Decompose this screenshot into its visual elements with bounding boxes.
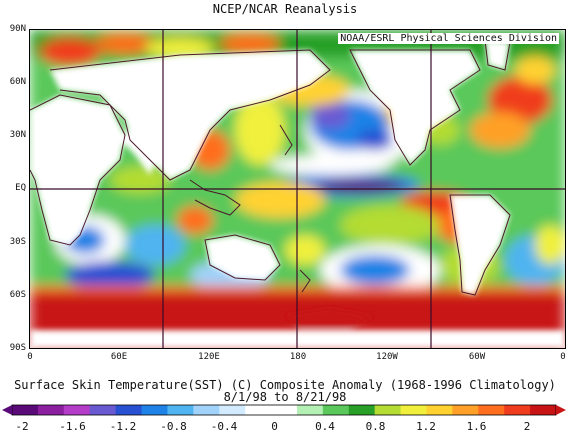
colorbar-tick-label: -0.8 bbox=[160, 420, 187, 433]
colorbar-tick-label: -1.6 bbox=[59, 420, 86, 433]
colorbar-swatch bbox=[89, 405, 117, 415]
lat-label-60n: 60N bbox=[9, 77, 26, 87]
colorbar-swatch bbox=[115, 405, 143, 415]
lon-label-120e: 120E bbox=[198, 352, 220, 362]
anomaly-map bbox=[30, 30, 565, 348]
colorbar-low-arrow bbox=[2, 405, 12, 415]
lon-label-60w: 60W bbox=[468, 352, 486, 362]
lon-label-60e: 60E bbox=[110, 352, 128, 362]
colorbar-swatch bbox=[530, 405, 557, 415]
colorbar-swatch bbox=[504, 405, 531, 415]
colorbar bbox=[2, 404, 566, 416]
caption-line-1: Surface Skin Temperature(SST) (C) Compos… bbox=[14, 378, 556, 392]
colorbar-tick-label: -0.4 bbox=[210, 420, 238, 433]
colorbar-swatch bbox=[478, 405, 505, 415]
lon-label-0-east: 0 bbox=[560, 352, 566, 362]
colorbar-swatch bbox=[348, 405, 376, 415]
lat-label-90s: 90S bbox=[9, 343, 26, 353]
lat-label-eq: EQ bbox=[15, 183, 26, 193]
colorbar-tick-label: 0.4 bbox=[315, 420, 335, 433]
caption-line-2: 8/1/98 to 8/21/98 bbox=[223, 390, 347, 404]
colorbar-tick-label: 0 bbox=[271, 420, 278, 433]
colorbar-tick-label: 0.8 bbox=[365, 420, 386, 433]
colorbar-tick-label: 1.2 bbox=[416, 420, 436, 433]
colorbar-tick-label: -2 bbox=[15, 420, 29, 433]
colorbar-swatch bbox=[452, 405, 479, 415]
colorbar-swatch bbox=[400, 405, 427, 415]
colorbar-swatch bbox=[322, 405, 350, 415]
colorbar-tick-label: 1.6 bbox=[466, 420, 487, 433]
colorbar-swatch bbox=[296, 405, 324, 415]
lon-label-0: 0 bbox=[27, 352, 33, 362]
colorbar-swatch bbox=[63, 405, 91, 415]
colorbar-swatch bbox=[374, 405, 402, 415]
lat-label-60s: 60S bbox=[9, 290, 26, 300]
colorbar-swatch bbox=[12, 405, 39, 415]
lat-label-90n: 90N bbox=[9, 24, 26, 34]
colorbar-swatch bbox=[141, 405, 168, 415]
lon-label-120w: 120W bbox=[376, 352, 398, 362]
land-masses bbox=[30, 40, 565, 348]
colorbar-swatch bbox=[219, 405, 246, 415]
colorbar-swatch bbox=[271, 405, 298, 415]
colorbar-swatch bbox=[37, 405, 65, 415]
colorbar-swatch bbox=[167, 405, 194, 415]
map-title: NCEP/NCAR Reanalysis bbox=[212, 2, 358, 16]
colorbar-swatch bbox=[193, 405, 220, 415]
lon-label-180: 180 bbox=[289, 352, 307, 362]
lat-label-30n: 30N bbox=[9, 130, 26, 140]
data-credit: NOAA/ESRL Physical Sciences Division bbox=[338, 33, 559, 44]
colorbar-tick-label: -1.2 bbox=[109, 420, 137, 433]
colorbar-swatch bbox=[245, 405, 272, 415]
colorbar-swatch bbox=[426, 405, 453, 415]
map-frame: NOAA/ESRL Physical Sciences Division bbox=[29, 29, 566, 349]
colorbar-tick-label: 2 bbox=[523, 420, 531, 433]
graticule bbox=[30, 30, 565, 348]
colorbar-high-arrow bbox=[556, 405, 566, 415]
lat-label-30s: 30S bbox=[9, 237, 26, 247]
